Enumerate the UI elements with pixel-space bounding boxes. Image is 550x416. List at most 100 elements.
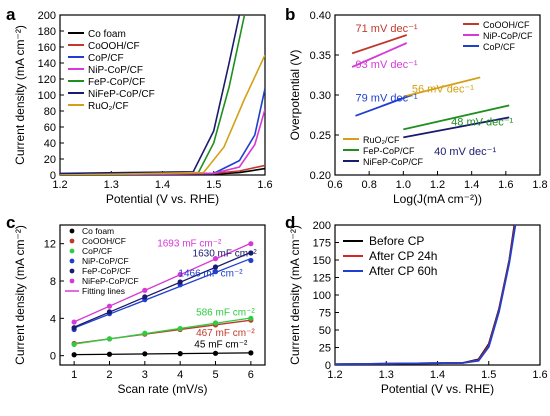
- tafel-line: [355, 94, 413, 117]
- x-tick-label: 1.4: [464, 179, 479, 191]
- y-tick-label: 0.30: [310, 90, 331, 102]
- data-point: [248, 250, 254, 256]
- plot-frame: [334, 224, 541, 366]
- capacitance-label: 1693 mF cm⁻²: [157, 238, 222, 249]
- x-tick-label: 3: [142, 369, 148, 381]
- data-point: [142, 330, 148, 336]
- x-tick-label: 2: [106, 369, 112, 381]
- x-tick-label: 1.5: [481, 369, 496, 381]
- legend-marker: [69, 258, 75, 264]
- legend-label: NiP-CoP/CF: [88, 65, 143, 76]
- y-tick-label: 180: [38, 26, 56, 38]
- legend-marker: [69, 268, 75, 274]
- x-tick-label: 1.4: [430, 369, 445, 381]
- legend-label: NiFeP-CoP/CF: [88, 89, 155, 100]
- y-tick-label: 80: [44, 106, 56, 118]
- tafel-line: [403, 104, 510, 131]
- series-line: [335, 225, 516, 365]
- y-tick-label: 20: [44, 154, 56, 166]
- fit-line: [73, 242, 252, 323]
- capacitance-label: 1466 mF cm⁻²: [178, 268, 243, 279]
- plot-frame: [59, 224, 266, 366]
- series-line: [60, 109, 265, 175]
- x-tick-label: 1.4: [155, 179, 170, 191]
- y-axis-label: Current density (mA cm⁻²): [288, 225, 302, 365]
- data-point: [248, 257, 254, 264]
- y-tick-label: 40: [44, 138, 56, 150]
- y-tick-label: 100: [313, 290, 331, 302]
- legend-label: RuO₂/CF: [88, 101, 129, 112]
- slope-label: 93 mV dec⁻¹: [356, 59, 418, 71]
- x-tick-label: 1.2: [52, 179, 67, 191]
- data-point: [142, 287, 148, 293]
- legend-label: NiFeP-CoP/CF: [363, 157, 424, 167]
- legend-label: CoOOH/CF: [82, 236, 126, 246]
- legend-label: CoP/CF: [82, 246, 112, 256]
- legend-marker: [69, 228, 75, 234]
- y-tick-label: 125: [313, 273, 331, 285]
- legend-marker: [69, 238, 75, 244]
- y-tick-label: 75: [319, 308, 331, 320]
- y-tick-label: 50: [319, 325, 331, 337]
- legend-label: CoP/CF: [483, 42, 516, 52]
- data-point: [106, 351, 113, 357]
- legend-label: RuO₂/CF: [363, 135, 400, 145]
- panel-label: b: [285, 5, 295, 24]
- legend-label: CoOOH/CF: [88, 41, 140, 52]
- y-tick-label: 120: [38, 74, 56, 86]
- capacitance-label: 1630 mF cm⁻²: [193, 249, 258, 260]
- x-axis-label: Scan rate (mV/s): [117, 382, 207, 396]
- y-tick-label: 160: [38, 42, 56, 54]
- y-tick-label: 0.20: [310, 170, 331, 182]
- capacitance-label: 467 mF cm⁻²: [196, 328, 255, 339]
- tafel-line: [351, 34, 408, 55]
- series-line: [335, 225, 517, 365]
- fit-line: [74, 317, 251, 345]
- y-tick-label: 12: [44, 239, 56, 251]
- y-tick-label: 150: [313, 255, 331, 267]
- data-point: [212, 256, 219, 262]
- data-point: [71, 319, 77, 325]
- legend-label: FeP-CoP/CF: [363, 146, 415, 156]
- x-tick-label: 1.2: [430, 179, 445, 191]
- series-group: [60, 15, 265, 175]
- y-tick-label: 0: [50, 170, 56, 182]
- slope-label: 56 mV dec⁻¹: [412, 84, 474, 96]
- data-point: [177, 279, 183, 285]
- data-point: [106, 309, 113, 315]
- panel-label: d: [285, 213, 295, 232]
- data-point: [71, 352, 77, 358]
- tafel-line: [403, 116, 510, 139]
- legend-label: NiP-CoP/CF: [82, 256, 129, 266]
- x-axis-label: Potential (V vs. RHE): [106, 192, 219, 206]
- tafel-line: [351, 42, 408, 68]
- y-tick-label: 0: [50, 351, 56, 363]
- y-axis-label: Overpotential (V): [288, 50, 302, 141]
- y-tick-label: 0.25: [310, 130, 331, 142]
- legend-label: NiFeP-CoP/CF: [82, 276, 139, 286]
- x-tick-label: 0.8: [362, 179, 377, 191]
- x-tick-label: 1.3: [104, 179, 119, 191]
- legend-label: Co foam: [82, 226, 114, 236]
- y-tick-label: 200: [313, 220, 331, 232]
- data-point: [212, 269, 219, 275]
- legend-label: Co foam: [88, 29, 126, 40]
- series-line: [335, 225, 516, 365]
- legend-label: CoOOH/CF: [483, 20, 530, 30]
- panel-label: c: [6, 213, 15, 232]
- y-tick-label: 25: [319, 343, 331, 355]
- legend-label: After CP 24h: [369, 249, 437, 263]
- x-tick-label: 4: [177, 369, 183, 381]
- y-tick-label: 100: [38, 90, 56, 102]
- legend-marker: [69, 248, 75, 254]
- legend-label: NiP-CoP/CF: [483, 31, 533, 41]
- series-line: [60, 54, 265, 175]
- x-tick-label: 6: [248, 369, 254, 381]
- data-point: [142, 351, 148, 357]
- y-axis-label: Current density (mA cm⁻²): [13, 225, 27, 365]
- x-tick-label: 1.8: [532, 179, 547, 191]
- fit-line: [74, 352, 251, 356]
